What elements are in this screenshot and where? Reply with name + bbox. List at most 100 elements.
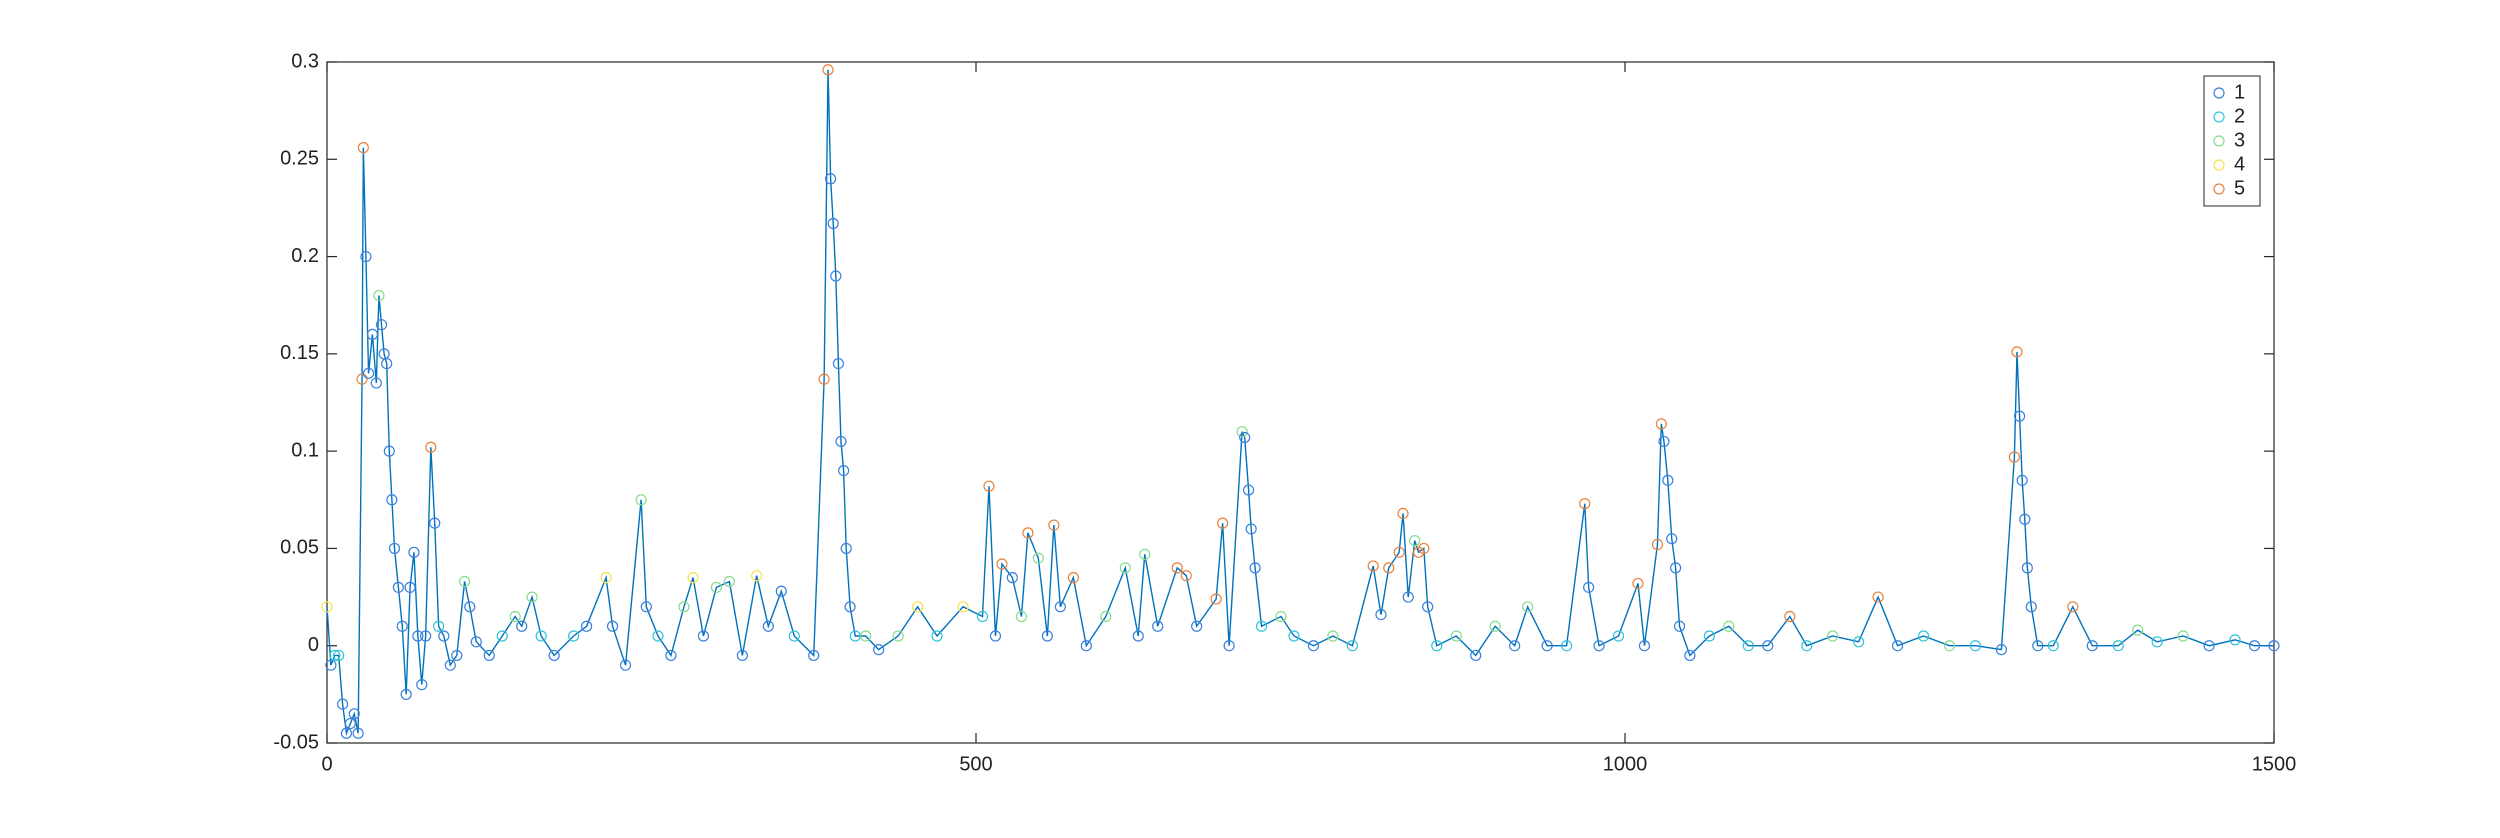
data-point xyxy=(619,659,632,671)
y-tick-label: 0.25 xyxy=(280,148,319,170)
data-point xyxy=(976,610,989,623)
data-point xyxy=(451,649,463,662)
data-point xyxy=(1470,649,1482,662)
data-point xyxy=(2021,562,2033,574)
data-point xyxy=(931,630,943,642)
data-point xyxy=(329,649,341,662)
data-point xyxy=(957,601,969,613)
data-point xyxy=(1249,562,1261,574)
data-point xyxy=(600,572,612,584)
data-point xyxy=(1762,640,1774,652)
data-point xyxy=(1658,435,1670,448)
data-point xyxy=(911,601,924,613)
data-point xyxy=(1827,630,1839,642)
data-point xyxy=(526,591,538,603)
data-point xyxy=(416,679,428,691)
data-point xyxy=(2008,451,2021,463)
y-tick-label: -0.05 xyxy=(273,731,319,753)
data-point xyxy=(1409,535,1421,547)
data-point xyxy=(1853,636,1865,648)
legend-marker xyxy=(2213,111,2225,123)
data-point xyxy=(1180,570,1192,582)
data-point xyxy=(775,585,787,597)
data-point xyxy=(2229,634,2241,646)
data-point xyxy=(1632,577,1644,590)
data-point xyxy=(2047,640,2059,652)
data-point xyxy=(710,581,723,593)
data-point xyxy=(1422,601,1434,613)
data-point xyxy=(373,289,385,302)
data-point xyxy=(1397,507,1409,520)
data-point xyxy=(844,601,856,613)
data-point xyxy=(425,441,437,453)
data-point xyxy=(1100,610,1112,623)
data-point xyxy=(678,601,690,613)
data-point xyxy=(352,727,364,739)
data-point xyxy=(516,620,528,632)
data-point xyxy=(2019,513,2031,525)
data-point xyxy=(1670,562,1682,574)
data-point xyxy=(321,601,333,613)
data-point xyxy=(892,630,904,642)
data-point xyxy=(640,601,652,613)
data-point xyxy=(1872,591,1884,603)
legend-box xyxy=(2203,75,2261,207)
x-tick-label: 1000 xyxy=(1603,753,1648,775)
data-point xyxy=(1943,640,1956,652)
data-point xyxy=(873,644,885,656)
data-point xyxy=(2067,601,2079,613)
data-point xyxy=(357,142,369,154)
data-point xyxy=(1210,593,1222,605)
legend-label: 3 xyxy=(2234,129,2245,151)
data-point xyxy=(568,630,580,642)
data-point xyxy=(827,217,839,230)
data-point xyxy=(1223,640,1235,652)
data-point xyxy=(1703,630,1715,642)
data-point xyxy=(1239,431,1251,444)
plot-area xyxy=(326,61,2275,744)
data-point xyxy=(1784,610,1796,623)
data-point xyxy=(366,328,379,340)
data-point xyxy=(408,546,420,558)
data-point xyxy=(1006,572,1018,584)
data-point xyxy=(370,377,382,389)
data-point xyxy=(832,357,845,370)
data-point xyxy=(1139,548,1151,560)
data-point xyxy=(1048,519,1060,531)
data-point xyxy=(1327,630,1339,642)
legend-marker xyxy=(2213,183,2225,195)
data-point xyxy=(483,649,495,662)
data-point xyxy=(1375,608,1387,621)
data-point xyxy=(1032,552,1044,564)
data-point xyxy=(429,517,441,529)
data-point xyxy=(2016,474,2028,486)
data-point xyxy=(1041,630,1053,642)
data-point xyxy=(1969,640,1982,652)
data-point xyxy=(818,373,830,385)
data-point xyxy=(464,601,476,613)
data-point xyxy=(444,659,456,671)
data-point xyxy=(652,630,664,642)
data-point xyxy=(340,727,353,739)
data-point xyxy=(635,494,647,506)
data-point xyxy=(2132,624,2144,636)
data-point xyxy=(788,630,800,642)
y-tick-label: 0.15 xyxy=(280,342,319,364)
data-point xyxy=(1666,533,1678,545)
data-point xyxy=(1015,610,1028,623)
data-point xyxy=(1917,630,1930,642)
data-point xyxy=(396,620,408,632)
data-point xyxy=(822,64,834,76)
data-point xyxy=(1346,640,1359,652)
data-point xyxy=(400,688,412,700)
data-point xyxy=(344,717,356,730)
data-point xyxy=(388,542,401,555)
data-point xyxy=(1383,562,1395,574)
data-point xyxy=(348,708,360,720)
data-point xyxy=(860,630,872,642)
data-point xyxy=(381,357,393,370)
data-point xyxy=(375,319,388,331)
